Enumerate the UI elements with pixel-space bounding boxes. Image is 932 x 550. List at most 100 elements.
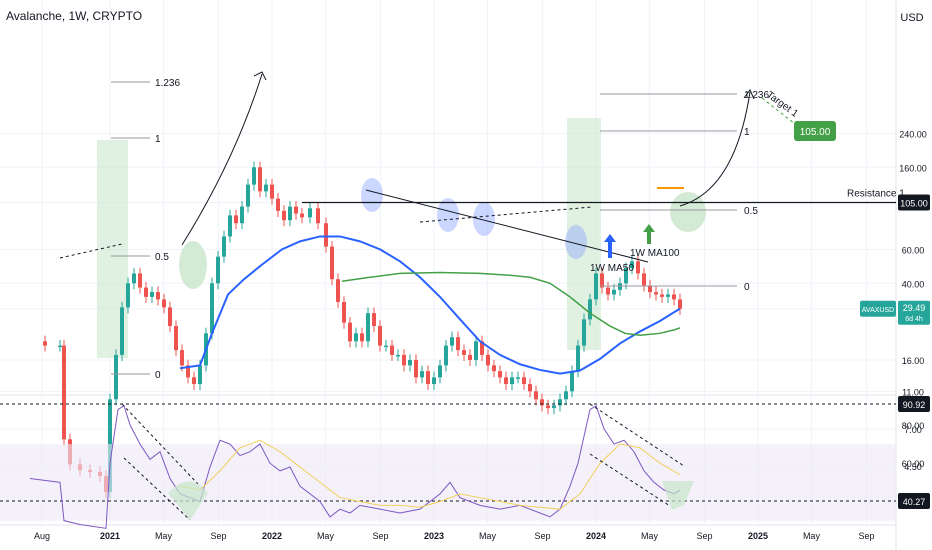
candle-body	[486, 354, 490, 366]
ma100-line	[341, 271, 681, 336]
drawings	[59, 71, 896, 375]
rsi-channel-line	[589, 453, 671, 507]
candle-body	[366, 313, 370, 342]
rsi-ma-line	[179, 439, 681, 510]
candle-body	[396, 354, 400, 357]
rsi-tick-label: 60.00	[902, 459, 925, 469]
candle-body	[534, 391, 538, 400]
time-tick-label: May	[479, 531, 497, 541]
annotation-zones	[97, 118, 706, 358]
time-axis: Aug 2021 May Sep 2022 May Sep 2023 May Sep 2024 May…	[34, 531, 875, 541]
candle-body	[384, 345, 388, 348]
rsi-level-badge	[898, 396, 930, 412]
candle-body	[672, 294, 676, 300]
candle-body	[474, 341, 478, 360]
ma100-arrow	[643, 224, 655, 244]
price-tick-label: 160.00	[899, 163, 927, 173]
fib-label-right: 1.236	[744, 90, 769, 101]
time-tick-label: Sep	[697, 531, 713, 541]
rsi-channel-line	[121, 403, 199, 485]
time-tick-label: 2025	[748, 531, 768, 541]
candle-body	[492, 365, 496, 372]
candle-body	[432, 377, 436, 385]
candle-body	[138, 273, 142, 288]
time-tick-label: Sep	[859, 531, 875, 541]
candle-body	[510, 377, 514, 385]
candle-body	[390, 345, 394, 355]
resistance-price-badge	[898, 194, 930, 211]
candle-body	[582, 319, 586, 346]
candle-body	[618, 283, 622, 290]
candle-body	[552, 405, 556, 409]
fib-label-left: 1	[155, 134, 161, 145]
candle-body	[270, 184, 274, 199]
candle-body	[192, 377, 196, 385]
support-ellipse	[179, 241, 207, 289]
time-tick-label: 2024	[586, 531, 606, 541]
time-tick-label: 2023	[424, 531, 444, 541]
candle-body	[570, 371, 574, 392]
candle-body	[420, 371, 424, 378]
dashed-trendline	[419, 206, 593, 223]
target-badge-text: 105.00	[800, 127, 831, 138]
price-tick-label: 60.00	[902, 245, 925, 255]
candles	[43, 161, 682, 499]
candle-body	[660, 294, 664, 297]
time-tick-label: May	[317, 531, 335, 541]
candle-body	[546, 405, 550, 409]
projection-arrowhead	[743, 89, 755, 100]
price-tick-label: 16.00	[902, 356, 925, 366]
candle-body	[576, 345, 580, 372]
candle-body	[426, 371, 430, 385]
ma100-label: 1W MA100	[630, 248, 680, 259]
price-tick-label: 40.00	[902, 279, 925, 289]
candle-body	[648, 285, 652, 293]
candle-body	[372, 313, 376, 327]
candle-body	[540, 399, 544, 406]
ma-test-ellipse	[473, 202, 495, 236]
candle-body	[378, 326, 382, 346]
candle-body	[126, 283, 130, 308]
candle-body	[654, 292, 658, 295]
ma-test-ellipse	[437, 198, 459, 232]
candle-body	[636, 261, 640, 274]
ticker-price-text: 29.49	[903, 303, 926, 313]
candle-body	[330, 246, 334, 280]
candle-body	[678, 299, 682, 309]
rsi-level-text: 40.27	[903, 497, 926, 507]
candle-body	[402, 354, 406, 366]
rsi-level-text: 90.92	[903, 400, 926, 410]
candle-body	[348, 322, 352, 342]
ma-test-ellipse	[565, 225, 587, 259]
rsi-channel-line	[589, 403, 685, 467]
candle-body	[456, 337, 460, 351]
candle-body	[498, 371, 502, 378]
candle-body	[558, 399, 562, 406]
projection-curve-2024	[679, 91, 751, 207]
price-tick-label: 7.00	[904, 425, 922, 435]
time-tick-label: 2022	[262, 531, 282, 541]
candle-body	[132, 273, 136, 284]
candle-body	[408, 359, 412, 366]
candle-body	[282, 210, 286, 221]
resistance-label: Resistance 1	[847, 189, 905, 200]
candle-body	[516, 377, 520, 379]
projection-curve-2021	[181, 73, 263, 246]
time-tick-label: Aug	[34, 531, 50, 541]
rsi-band	[0, 444, 896, 521]
candle-body	[156, 292, 160, 300]
candle-body	[528, 384, 532, 392]
rsi-level-badge	[898, 493, 930, 509]
target-badge	[794, 121, 836, 141]
candle-body	[480, 341, 484, 355]
candle-body	[588, 299, 592, 320]
price-tick-label: 11.00	[902, 387, 924, 397]
time-tick-label: May	[641, 531, 659, 541]
ma50-arrow	[604, 234, 616, 258]
ma-test-ellipse	[361, 178, 383, 212]
candle-body	[222, 236, 226, 257]
candle-body	[308, 208, 312, 218]
candle-body	[43, 341, 47, 346]
chart-title: Avalanche, 1W, CRYPTO	[6, 9, 143, 23]
